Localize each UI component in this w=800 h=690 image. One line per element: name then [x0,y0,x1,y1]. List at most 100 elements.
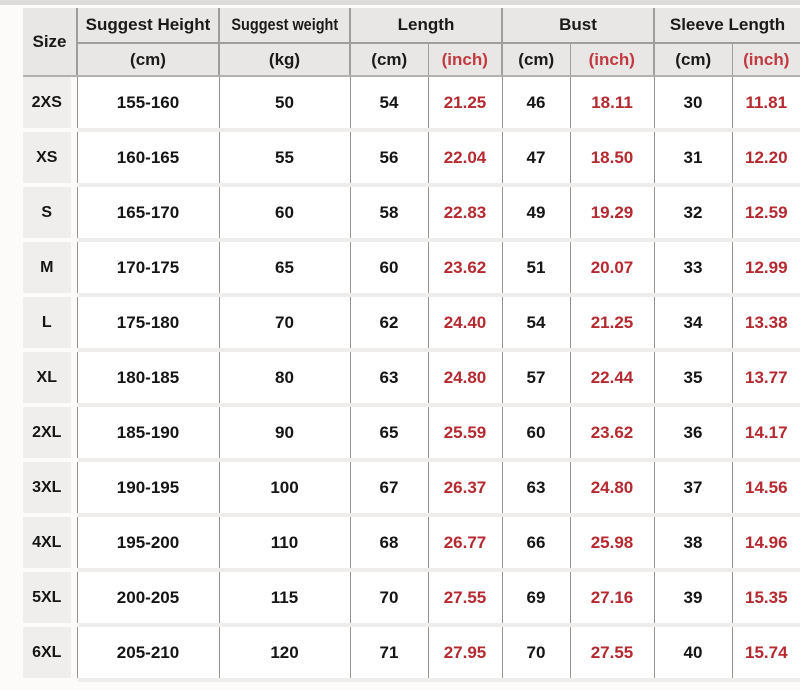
height-cell: 175-180 [76,295,219,352]
bust-inch-cell: 23.62 [569,405,654,462]
height-cell: 205-210 [76,625,219,682]
sleeve-cm-cell: 30 [653,76,732,132]
length-inch-cell: 23.62 [427,240,502,297]
weight-cell: 110 [218,515,350,572]
weight-cell: 55 [218,130,350,187]
unit-sleeve-inch: (inch) [731,42,800,77]
header-size: Size [23,8,78,77]
size-label-box: 3XL [23,462,71,513]
size-label-box: 6XL [23,627,71,678]
table-header: Size Suggest Height Suggest weight Lengt… [23,8,800,77]
weight-cell: 65 [218,240,350,297]
bust-cm-cell: 57 [501,350,570,407]
unit-sleeve-cm: (cm) [653,42,732,77]
bust-cm-cell: 60 [501,405,570,462]
length-cm-cell: 62 [349,295,428,352]
length-cm-cell: 71 [349,625,428,682]
size-label: 2XS [31,93,62,111]
bust-inch-cell: 24.80 [569,460,654,517]
sleeve-cm-cell: 37 [653,460,732,517]
length-inch-cell: 24.80 [427,350,502,407]
bust-cm-cell: 70 [501,625,570,682]
length-inch-cell: 27.55 [427,570,502,627]
size-label: S [41,203,53,221]
unit-length-inch: (inch) [427,42,502,77]
size-label: 4XL [32,533,62,551]
size-label-box: L [23,297,71,348]
weight-cell: 70 [218,295,350,352]
length-cm-cell: 56 [349,130,428,187]
height-cell: 165-170 [76,185,219,242]
bust-inch-cell: 18.11 [569,76,654,132]
length-inch-cell: 21.25 [427,76,502,132]
table-row: S 165-170 60 58 22.83 49 19.29 32 12.59 [23,185,800,242]
bust-inch-cell: 18.50 [569,130,654,187]
table-row: 2XL 185-190 90 65 25.59 60 23.62 36 14.1… [23,405,800,462]
length-cm-cell: 58 [349,185,428,242]
sleeve-cm-cell: 35 [653,350,732,407]
sleeve-cm-cell: 36 [653,405,732,462]
size-label-box: 2XL [23,407,71,458]
table-row: M 170-175 65 60 23.62 51 20.07 33 12.99 [23,240,800,297]
bust-inch-cell: 19.29 [569,185,654,242]
bust-cm-cell: 69 [501,570,570,627]
sleeve-inch-cell: 15.35 [731,570,800,627]
weight-cell: 115 [218,570,350,627]
table-row: 4XL 195-200 110 68 26.77 66 25.98 38 14.… [23,515,800,572]
size-label-box: XL [23,352,71,403]
sleeve-cm-cell: 31 [653,130,732,187]
sleeve-inch-cell: 12.59 [731,185,800,242]
weight-cell: 50 [218,76,350,132]
height-cell: 200-205 [76,570,219,627]
weight-cell: 60 [218,185,350,242]
length-inch-cell: 22.83 [427,185,502,242]
table-body: 2XS 155-160 50 54 21.25 46 18.11 30 11.8… [23,76,800,682]
length-inch-cell: 26.37 [427,460,502,517]
sleeve-inch-cell: 14.96 [731,515,800,572]
size-cell: 2XL [23,405,77,462]
sleeve-inch-cell: 11.81 [731,76,800,132]
size-cell: 3XL [23,460,77,517]
bust-inch-cell: 27.16 [569,570,654,627]
unit-bust-inch: (inch) [569,42,654,77]
length-cm-cell: 60 [349,240,428,297]
sleeve-cm-cell: 39 [653,570,732,627]
length-inch-cell: 27.95 [427,625,502,682]
unit-bust-cm: (cm) [501,42,570,77]
size-label-box: S [23,187,71,238]
size-label: XS [36,148,58,166]
table-row: XL 180-185 80 63 24.80 57 22.44 35 13.77 [23,350,800,407]
size-cell: L [23,295,77,352]
bust-cm-cell: 66 [501,515,570,572]
table-row: L 175-180 70 62 24.40 54 21.25 34 13.38 [23,295,800,352]
length-inch-cell: 26.77 [427,515,502,572]
size-label-box: M [23,242,71,293]
table-row: XS 160-165 55 56 22.04 47 18.50 31 12.20 [23,130,800,187]
bust-inch-cell: 20.07 [569,240,654,297]
weight-cell: 100 [218,460,350,517]
bust-inch-cell: 21.25 [569,295,654,352]
bust-cm-cell: 46 [501,76,570,132]
header-sleeve-length: Sleeve Length [652,8,800,43]
length-inch-cell: 24.40 [427,295,502,352]
size-cell: 4XL [23,515,77,572]
header-suggest-height: Suggest Height [76,8,219,43]
bust-inch-cell: 27.55 [569,625,654,682]
bust-cm-cell: 47 [501,130,570,187]
length-inch-cell: 22.04 [427,130,502,187]
header-bust: Bust [501,8,654,43]
unit-weight-kg: (kg) [218,42,350,77]
top-divider-strip [0,0,800,5]
size-label: 5XL [32,588,62,606]
size-cell: 2XS [23,76,77,132]
table-row: 5XL 200-205 115 70 27.55 69 27.16 39 15.… [23,570,800,627]
table-row: 2XS 155-160 50 54 21.25 46 18.11 30 11.8… [23,76,800,132]
header-length: Length [349,8,502,43]
bust-cm-cell: 54 [501,295,570,352]
height-cell: 180-185 [76,350,219,407]
height-cell: 185-190 [76,405,219,462]
sleeve-cm-cell: 32 [653,185,732,242]
unit-height-cm: (cm) [76,42,219,77]
length-cm-cell: 63 [349,350,428,407]
weight-cell: 80 [218,350,350,407]
